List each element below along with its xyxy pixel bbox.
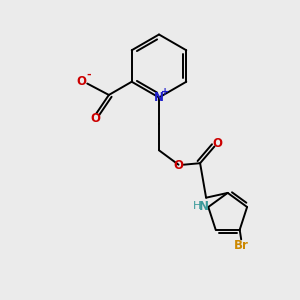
Text: N: N (154, 91, 164, 104)
Text: N: N (199, 200, 209, 213)
Text: O: O (90, 112, 100, 124)
Text: O: O (76, 75, 86, 88)
Text: -: - (86, 70, 91, 80)
Text: +: + (160, 87, 169, 97)
Text: Br: Br (234, 239, 249, 252)
Text: O: O (174, 159, 184, 172)
Text: H: H (193, 201, 201, 212)
Text: O: O (212, 137, 223, 150)
